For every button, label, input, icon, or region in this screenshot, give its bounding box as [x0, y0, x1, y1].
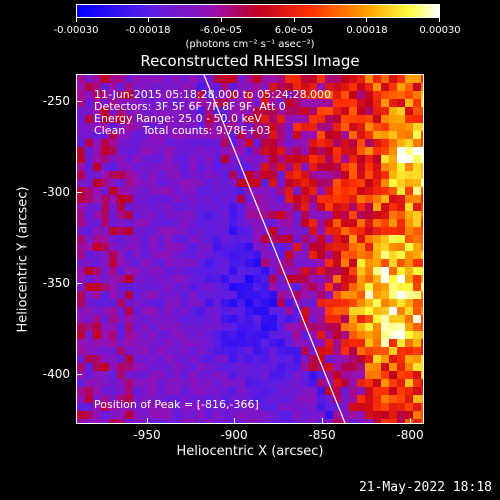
detectors-text: Detectors: 3F 5F 6F 7F 8F 9F, Att 0 [94, 100, 286, 113]
y-tick-label: -400 [42, 367, 70, 381]
y-tick-label: -300 [42, 185, 70, 199]
method-counts-text: Clean Total counts: 9.78E+03 [94, 124, 271, 137]
x-tick-label: -850 [308, 428, 336, 442]
energy-range-text: Energy Range: 25.0 - 50.0 keV [94, 112, 262, 125]
x-tick-label: -950 [133, 428, 161, 442]
y-axis-label: Heliocentric Y (arcsec) [15, 186, 31, 333]
time-range-text: 11-Jun-2015 05:18:28.000 to 05:24:28.000 [94, 88, 332, 101]
heatmap-canvas [77, 75, 423, 423]
x-tick-label: -900 [220, 428, 248, 442]
date-stamp: 21-May-2022 18:18 [358, 480, 492, 495]
colorbar-tick-marks [76, 18, 440, 24]
y-tick-label: -250 [42, 94, 70, 108]
rhessi-image [76, 74, 424, 424]
colorbar-units: (photons cm⁻² s⁻¹ asec⁻²) [185, 39, 315, 50]
colorbar-tick-label: -0.00030 [53, 25, 99, 36]
colorbar-tick-label: 6.0e-05 [274, 25, 314, 36]
plot-title: Reconstructed RHESSI Image [140, 52, 360, 70]
colorbar [76, 4, 440, 18]
x-axis-label: Heliocentric X (arcsec) [176, 444, 324, 459]
solar-limb-line [203, 75, 346, 423]
x-tick-label: -800 [396, 428, 424, 442]
y-tick-label: -350 [42, 276, 70, 290]
colorbar-tick-label: 0.00030 [419, 25, 461, 36]
colorbar-tick-label: -6.0e-05 [200, 25, 242, 36]
colorbar-tick-label: 0.00018 [346, 25, 388, 36]
peak-position-text: Position of Peak = [-816,-366] [94, 398, 259, 411]
colorbar-tick-label: -0.00018 [125, 25, 171, 36]
